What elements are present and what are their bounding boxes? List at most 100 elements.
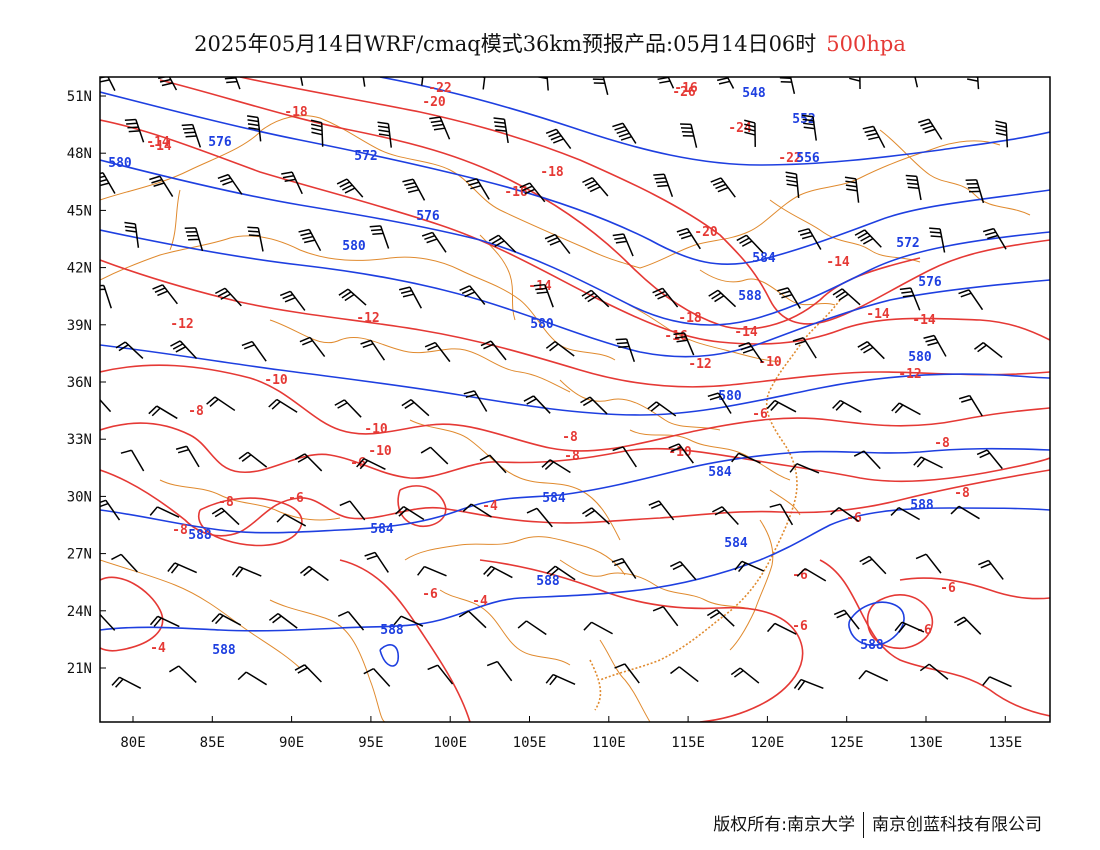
- wind-barb: [545, 128, 572, 150]
- geopotential-label: 572: [354, 149, 377, 164]
- latitude-label: 21N: [67, 661, 92, 677]
- wind-barb: [149, 615, 180, 628]
- wind-barb: [676, 227, 701, 250]
- wind-barb: [459, 285, 486, 305]
- geopotential-label: 584: [542, 491, 566, 506]
- wind-barb: [899, 287, 921, 311]
- latitude-label: 30N: [67, 489, 92, 505]
- longitude-label: 125E: [830, 735, 864, 751]
- wind-barb: [458, 610, 487, 629]
- temperature-label: -12: [688, 357, 711, 372]
- wind-barb: [184, 227, 204, 252]
- geopotential-label: 580: [108, 156, 132, 171]
- wind-barb: [300, 77, 304, 86]
- map-frame: [99, 76, 1051, 723]
- wind-barb: [544, 233, 571, 255]
- wind-barb: [486, 660, 513, 682]
- wind-barb: [744, 119, 757, 147]
- latitude-label: 27N: [67, 547, 92, 563]
- temperature-label: -6: [792, 568, 808, 583]
- wind-barb: [712, 506, 739, 525]
- temperature-label: -26: [672, 85, 696, 100]
- wind-barb: [582, 177, 609, 197]
- temperature-label: -10: [758, 355, 782, 370]
- geopotential-label: 584: [724, 536, 748, 551]
- wind-barb: [796, 567, 827, 582]
- longitude-label: 100E: [433, 735, 467, 751]
- geopotential-label: 572: [896, 236, 919, 251]
- wind-barb: [965, 179, 985, 204]
- wind-barb: [833, 609, 860, 630]
- wind-barb: [339, 500, 366, 521]
- temperature-contours: [100, 77, 1050, 722]
- wind-barb: [715, 77, 735, 89]
- credit-separator: [863, 812, 864, 838]
- title-main: 2025年05月14日WRF/cmaq模式36km预报产品:05月14日06时: [194, 32, 817, 56]
- wind-barb: [769, 503, 794, 526]
- wind-barb: [581, 289, 610, 308]
- wind-barb: [890, 506, 920, 521]
- temperature-label: -12: [898, 367, 921, 382]
- wind-barb: [546, 565, 576, 581]
- wind-barb: [493, 117, 509, 144]
- longitude-label: 135E: [988, 735, 1022, 751]
- wind-barb: [237, 671, 268, 686]
- wind-barb: [462, 503, 492, 518]
- wind-barb: [785, 171, 800, 199]
- wind-barb: [673, 332, 695, 356]
- wind-barb: [279, 290, 306, 311]
- map-background: [100, 77, 1050, 722]
- wind-barb: [337, 610, 365, 631]
- wind-barb: [862, 125, 886, 149]
- geopotential-label: 584: [752, 251, 776, 266]
- longitude-label: 90E: [279, 735, 304, 751]
- temperature-label: -14: [866, 307, 890, 322]
- longitude-axis: 80E 85E 90E 95E 100E 105E 110E 115E 120E 125E 130E…: [120, 716, 1022, 751]
- temperature-label: -8: [188, 404, 204, 419]
- wind-barb: [483, 565, 513, 579]
- geopotential-label: 588: [380, 623, 404, 638]
- wind-barb: [120, 449, 145, 472]
- temperature-label: -12: [170, 317, 193, 332]
- temperature-label: -6: [940, 581, 956, 596]
- wind-barb: [670, 666, 699, 683]
- wind-barb: [731, 452, 761, 464]
- geopotential-label: 576: [416, 209, 440, 224]
- wind-barb: [175, 445, 200, 468]
- wind-barb: [170, 340, 198, 360]
- wind-barb: [545, 340, 575, 357]
- wind-barb: [738, 341, 764, 363]
- temperature-label: -6: [422, 587, 438, 602]
- wind-barb: [766, 622, 797, 635]
- wind-barb: [976, 449, 1003, 470]
- wind-barb: [211, 507, 240, 526]
- wind-barb: [217, 173, 243, 195]
- wind-barb: [950, 505, 980, 520]
- wind-barb: [338, 288, 367, 306]
- temperature-label: -18: [678, 311, 702, 326]
- wind-barb: [377, 121, 393, 148]
- temperature-label: -14: [148, 139, 172, 154]
- temperature-label: -10: [668, 445, 692, 460]
- wind-barb: [793, 678, 824, 691]
- temperature-label: -16: [674, 81, 698, 96]
- geopotential-label: 556: [796, 151, 820, 166]
- geopotential-label: 588: [212, 643, 236, 658]
- longitude-label: 115E: [671, 735, 705, 751]
- temperature-label: -18: [284, 105, 308, 120]
- coastline: [589, 299, 841, 711]
- temperature-labels: -22-20-18-14-14-16-18-16-26-24-22-20-14-…: [146, 81, 970, 656]
- wind-barb: [517, 620, 547, 636]
- wind-barb: [526, 507, 553, 528]
- geopotential-label: 580: [908, 350, 932, 365]
- longitude-label: 120E: [751, 735, 785, 751]
- temperature-label: -8: [562, 430, 578, 445]
- wind-barb: [919, 663, 949, 680]
- wind-barb: [730, 667, 760, 684]
- wind-barb: [592, 77, 609, 96]
- geopotential-label: 588: [738, 289, 762, 304]
- geopotential-label: 580: [342, 239, 366, 254]
- wind-barb: [797, 228, 822, 250]
- wind-barb: [779, 77, 796, 95]
